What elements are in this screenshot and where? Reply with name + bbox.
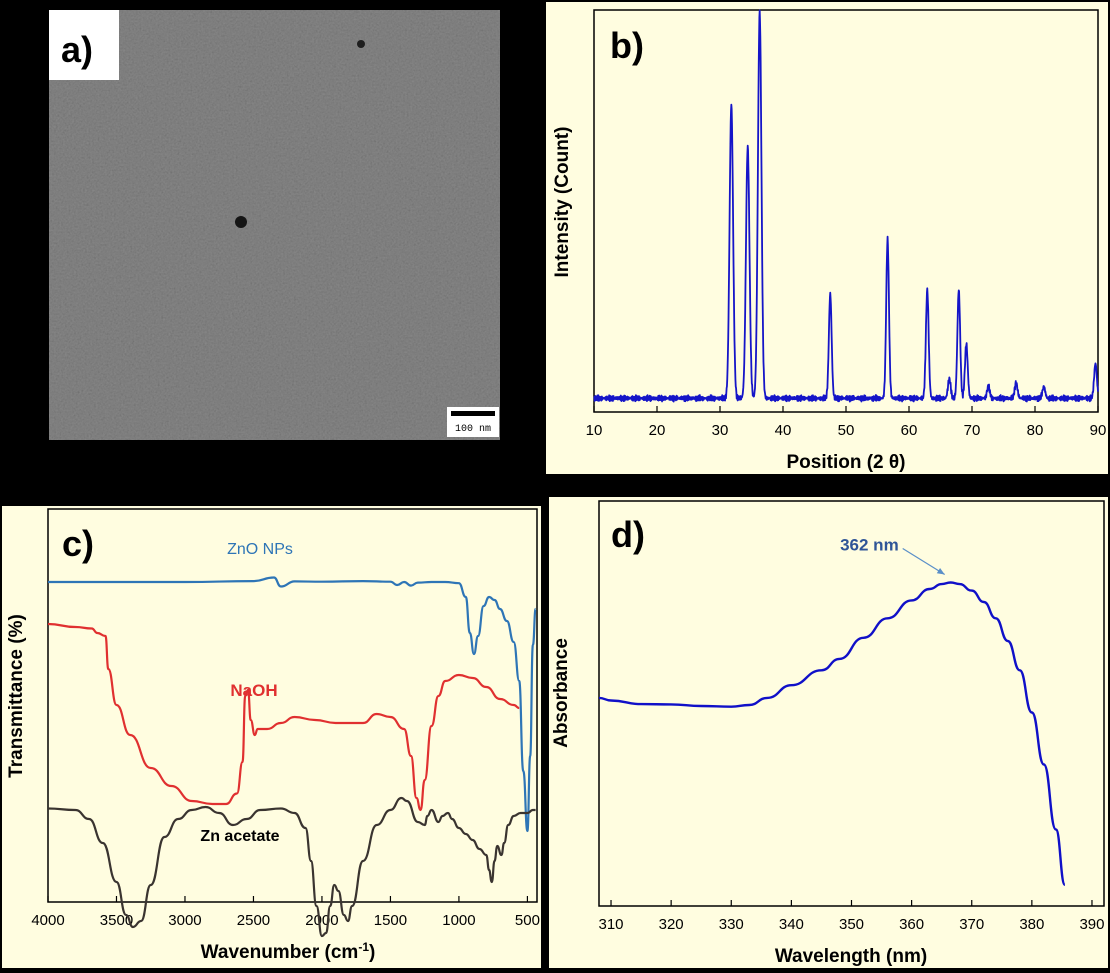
x-tick-label: 90 [1090, 422, 1107, 439]
x-tick-label: 50 [838, 422, 855, 439]
y-axis-label: Intensity (Count) [552, 127, 573, 278]
x-tick-label: 380 [1019, 916, 1044, 933]
ftir-zno-nps-line [47, 576, 537, 833]
x-tick-label: 4000 [31, 912, 64, 929]
panel-background [546, 2, 1108, 474]
x-tick-label: 320 [659, 916, 684, 933]
x-tick-label: 40 [775, 422, 792, 439]
x-tick-label: 3500 [100, 912, 133, 929]
x-tick-label: 20 [649, 422, 666, 439]
peak-arrow-head [936, 567, 945, 575]
nanoparticle-dot [357, 40, 365, 48]
series-label-zno: ZnO NPs [227, 541, 293, 558]
x-tick-label: 360 [899, 916, 924, 933]
panel-b: b) 10 20 30 40 50 60 70 80 90 Position (2 θ) Int… [546, 2, 1108, 474]
panel-c: c) 4000 3500 3000 2500 2000 1500 1000 500 ZnO N… [2, 506, 541, 968]
ftir-naoh-line [47, 622, 520, 812]
x-axis-label: Position (2 θ) [787, 452, 906, 473]
x-tick-label: 390 [1079, 916, 1104, 933]
uv-vis-chart: d) 310 320 330 340 350 360 370 380 390 362 nm Wa… [549, 497, 1108, 968]
scale-bar [451, 411, 495, 416]
panel-label: c) [62, 523, 94, 564]
x-tick-label: 2000 [305, 912, 338, 929]
y-axis-label: Absorbance [551, 638, 572, 748]
series-label-zn-acetate: Zn acetate [200, 828, 279, 845]
panel-d: d) 310 320 330 340 350 360 370 380 390 362 nm Wa… [549, 497, 1108, 968]
series-label-naoh: NaOH [230, 681, 277, 700]
scale-bar-label: 100 nm [455, 424, 491, 435]
panel-label: b) [610, 25, 644, 66]
peak-label: 362 nm [840, 536, 899, 555]
x-tick-label: 3000 [168, 912, 201, 929]
panel-label-box [49, 10, 119, 80]
panel-background [2, 506, 541, 968]
x-tick-label: 80 [1027, 422, 1044, 439]
panel-background [549, 497, 1108, 968]
xrd-chart: b) 10 20 30 40 50 60 70 80 90 Position (2 θ) Int… [546, 2, 1108, 474]
x-tick-label: 10 [586, 422, 603, 439]
x-tick-label: 2500 [237, 912, 270, 929]
y-axis-label: Transmittance (%) [6, 614, 27, 778]
x-axis-label: Wavenumber (cm-1) [201, 940, 376, 963]
x-axis-label: Wavelength (nm) [775, 946, 927, 967]
x-tick-label: 330 [719, 916, 744, 933]
x-tick-label: 310 [599, 916, 624, 933]
x-tick-label: 350 [839, 916, 864, 933]
panel-a: a) 100 nm [49, 10, 500, 440]
peak-arrow [902, 547, 946, 576]
x-tick-label: 340 [779, 916, 804, 933]
ftir-chart: c) 4000 3500 3000 2500 2000 1500 1000 500 ZnO N… [2, 506, 541, 968]
x-tick-label: 500 [515, 912, 540, 929]
nanoparticle-dot [235, 216, 247, 228]
x-tick-label: 70 [964, 422, 981, 439]
x-tick-label: 30 [712, 422, 729, 439]
plot-frame [47, 508, 538, 903]
x-tick-label: 370 [959, 916, 984, 933]
xrd-pattern-line [593, 9, 1099, 403]
micrograph-image: a) 100 nm [49, 10, 500, 440]
ftir-zn-acetate-line [47, 796, 536, 938]
x-tick-label: 1000 [442, 912, 475, 929]
panel-label: a) [61, 29, 93, 70]
panel-label: d) [611, 514, 645, 555]
x-tick-label: 60 [901, 422, 918, 439]
x-tick-label: 1500 [374, 912, 407, 929]
absorbance-curve [598, 581, 1067, 886]
